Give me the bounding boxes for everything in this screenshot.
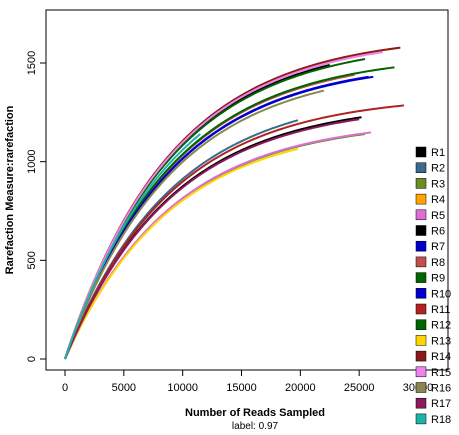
- legend-swatch-r16: [415, 382, 427, 393]
- curve-r13: [64, 147, 299, 360]
- curves-group: [64, 46, 404, 360]
- legend-swatch-r15: [415, 366, 427, 378]
- y-tick-label: 1500: [26, 51, 38, 75]
- x-tick-label: 10000: [167, 382, 198, 394]
- legend-label-r5: R5: [431, 210, 445, 222]
- x-axis-subtitle: label: 0.97: [232, 421, 279, 432]
- x-axis: 050001000015000200002500030000: [62, 369, 433, 394]
- legend-swatch-r2: [415, 162, 427, 173]
- legend-swatch-r5: [415, 209, 427, 221]
- x-tick-label: 20000: [285, 382, 316, 394]
- legend-label-r3: R3: [431, 178, 445, 190]
- y-tick-label: 1000: [26, 149, 38, 173]
- legend-swatch-r14: [415, 350, 427, 362]
- legend-label-r1: R1: [431, 147, 445, 159]
- legend-label-r16: R16: [431, 383, 451, 395]
- legend-swatch-r8: [415, 256, 427, 268]
- x-tick-label: 25000: [344, 382, 375, 394]
- legend-swatch-r3: [415, 178, 427, 189]
- x-tick-label: 15000: [226, 382, 257, 394]
- y-tick-label: 0: [26, 356, 38, 362]
- legend-label-r2: R2: [431, 163, 445, 175]
- legend-label-r18: R18: [431, 414, 451, 426]
- legend-label-r9: R9: [431, 273, 445, 285]
- legend-swatch-r7: [415, 240, 427, 252]
- legend-label-r12: R12: [431, 320, 451, 332]
- legend-label-r17: R17: [431, 398, 451, 410]
- legend-swatch-r4: [415, 193, 427, 205]
- legend-label-r4: R4: [431, 194, 445, 206]
- legend-swatch-r9: [415, 272, 427, 283]
- legend-label-r7: R7: [431, 241, 445, 253]
- legend-swatch-r17: [415, 397, 427, 409]
- legend-label-r14: R14: [431, 351, 451, 363]
- curve-r17: [64, 118, 360, 360]
- legend-label-r8: R8: [431, 257, 445, 269]
- curve-r10: [64, 75, 369, 360]
- x-tick-label: 0: [62, 382, 68, 394]
- legend-swatch-r12: [415, 319, 427, 330]
- curve-r15: [64, 51, 383, 360]
- curve-r18: [64, 133, 201, 360]
- legend-label-r11: R11: [431, 304, 450, 316]
- x-tick-label: 5000: [112, 382, 136, 394]
- legend-label-r10: R10: [431, 288, 451, 300]
- curve-r11: [64, 104, 404, 360]
- legend-label-r6: R6: [431, 226, 445, 238]
- x-axis-title: Number of Reads Sampled: [185, 407, 325, 419]
- legend-label-r15: R15: [431, 367, 451, 379]
- legend-swatch-r18: [415, 413, 427, 425]
- legend-label-r13: R13: [431, 335, 451, 347]
- legend-swatch-r11: [415, 303, 427, 315]
- legend: R1 R2 R3 R4 R5 R6 R7 R8 R9 R10 R11 R12 R13 R14 R15 R16 R…: [415, 146, 451, 426]
- y-axis: 0 500 1000 1500: [26, 51, 47, 362]
- curve-r9: [64, 66, 395, 360]
- legend-swatch-r13: [415, 335, 427, 346]
- legend-swatch-r6: [415, 225, 427, 236]
- legend-swatch-r1: [415, 146, 427, 158]
- legend-swatch-r10: [415, 288, 427, 299]
- y-tick-label: 500: [26, 251, 38, 269]
- y-axis-title: Rarefaction Measure:rarefaction: [4, 105, 16, 274]
- curve-r16: [64, 89, 325, 360]
